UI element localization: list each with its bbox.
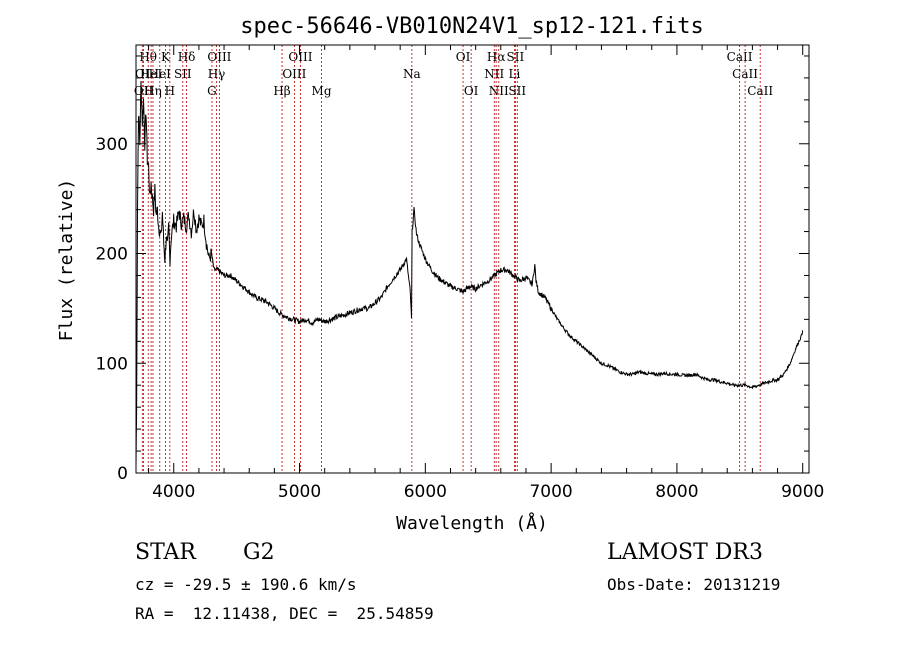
coordinates: RA = 12.11438, DEC = 25.54859	[135, 604, 434, 623]
line-marker-label-19: OI	[464, 84, 479, 98]
line-marker-label-6: K	[161, 50, 171, 64]
x-axis: 4000 5000 6000 7000 8000 9000	[148, 45, 824, 502]
line-marker-label-20: NII	[484, 67, 504, 81]
x-tick-label-1: 5000	[278, 482, 321, 502]
redshift-velocity: cz = -29.5 ± 190.6 km/s	[135, 575, 357, 594]
x-axis-label: Wavelength (Å)	[396, 512, 548, 534]
chart-title: spec-56646-VB010N24V1_sp12-121.fits	[240, 14, 704, 39]
line-marker-label-27: CaII	[732, 67, 758, 81]
line-marker-label-12: OIII	[207, 50, 231, 64]
survey-name: LAMOST DR3	[607, 540, 763, 565]
x-tick-label-0: 4000	[152, 482, 195, 502]
line-marker-label-24: SII	[507, 50, 525, 64]
y-tick-label-2: 200	[96, 245, 128, 265]
line-marker-label-10: G	[207, 84, 217, 98]
line-marker-label-5: HeI	[149, 67, 172, 81]
line-marker-label-15: OIII	[288, 50, 312, 64]
y-axis-label: Flux (relative)	[56, 179, 77, 342]
line-marker-label-17: Na	[403, 67, 421, 81]
y-tick-label-1: 100	[96, 354, 128, 374]
object-subclass: G2	[243, 540, 275, 565]
y-axis: 0 100 200 300	[96, 55, 809, 484]
line-marker-label-14: OIII	[282, 67, 306, 81]
emission-line-markers: OIOIIHθHeIHηHeIKHSIIHδGHγOIIIHβOIIIOIIIM…	[134, 45, 773, 473]
y-tick-label-0: 0	[117, 464, 128, 484]
y-tick-label-3: 300	[96, 135, 128, 155]
line-marker-label-8: SII	[174, 67, 192, 81]
line-marker-label-16: Mg	[312, 84, 332, 98]
line-marker-label-22: NII	[489, 84, 509, 98]
line-marker-label-26: CaII	[727, 50, 753, 64]
line-marker-label-9: Hδ	[178, 50, 196, 64]
x-tick-label-2: 6000	[404, 482, 447, 502]
line-marker-label-13: Hβ	[273, 84, 290, 98]
line-marker-label-7: H	[165, 84, 175, 98]
x-tick-label-4: 8000	[655, 482, 698, 502]
line-marker-label-23: Li	[508, 67, 520, 81]
line-marker-label-18: OI	[456, 50, 471, 64]
plot-frame	[135, 44, 810, 474]
flux-line-0	[135, 80, 804, 468]
line-marker-label-25: SII	[508, 84, 526, 98]
line-marker-label-3: HeI	[140, 67, 163, 81]
line-marker-label-21: Hα	[487, 50, 506, 64]
line-marker-label-2: Hθ	[139, 50, 157, 64]
flux-series	[135, 80, 804, 468]
x-tick-label-5: 9000	[781, 482, 824, 502]
line-marker-label-11: Hγ	[208, 67, 226, 81]
object-class: STAR	[135, 540, 196, 565]
x-tick-label-3: 7000	[529, 482, 572, 502]
observation-date: Obs-Date: 20131219	[607, 575, 781, 594]
line-marker-label-4: Hη	[144, 84, 162, 98]
line-marker-label-28: CaII	[747, 84, 773, 98]
